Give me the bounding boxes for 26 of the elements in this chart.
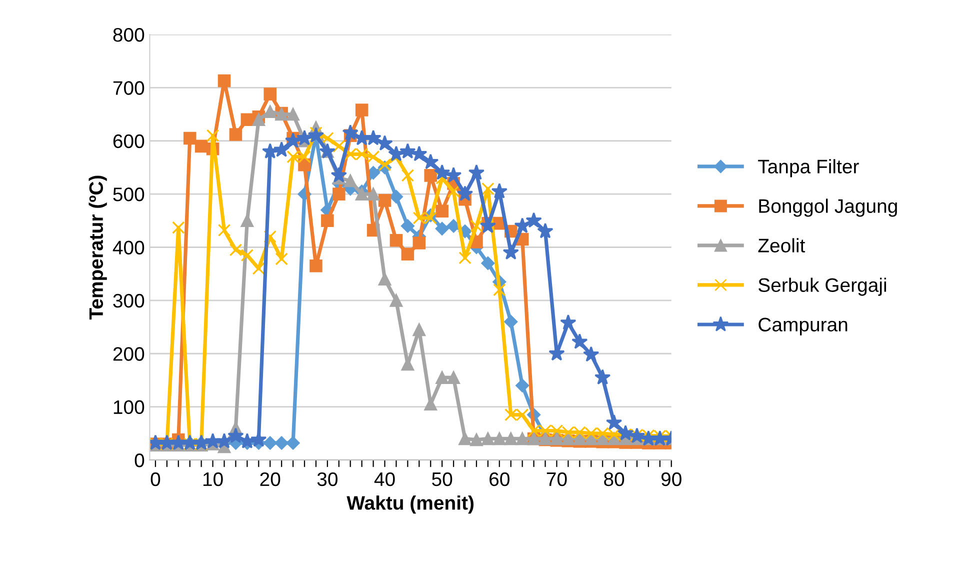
x-tick-label: 0: [150, 472, 160, 486]
y-tick-label: 300: [113, 294, 144, 308]
legend-label: Zeolit: [758, 238, 806, 252]
x-tick-label: 10: [203, 472, 223, 486]
y-tick-label: 700: [113, 81, 144, 95]
x-tick-label: 20: [260, 472, 280, 486]
x-tick-label: 70: [546, 472, 567, 486]
y-tick-label: 200: [113, 347, 144, 361]
x-axis-title: Waktu (menit): [346, 495, 474, 514]
legend-label: Serbuk Gergaji: [758, 278, 886, 296]
x-tick-label: 60: [490, 472, 510, 486]
x-tick-label: 80: [604, 472, 624, 486]
legend-label: Bonggol Jagung: [759, 198, 897, 217]
x-tick-label: 40: [374, 472, 395, 486]
y-tick-label: 0: [134, 453, 144, 468]
y-tick-label: 500: [113, 188, 144, 202]
legend-label: Tanpa Filter: [758, 159, 859, 178]
y-tick-label: 100: [114, 400, 144, 414]
y-tick-label: 400: [112, 240, 144, 254]
y-tick-label: 800: [113, 28, 144, 42]
legend-label: Campuran: [758, 318, 848, 336]
x-tick-label: 90: [661, 472, 682, 486]
y-axis-title: Temperatur (ºC): [88, 176, 107, 320]
x-tick-label: 50: [432, 472, 452, 486]
x-tick-label: 30: [317, 472, 338, 486]
y-tick-label: 600: [113, 134, 144, 148]
